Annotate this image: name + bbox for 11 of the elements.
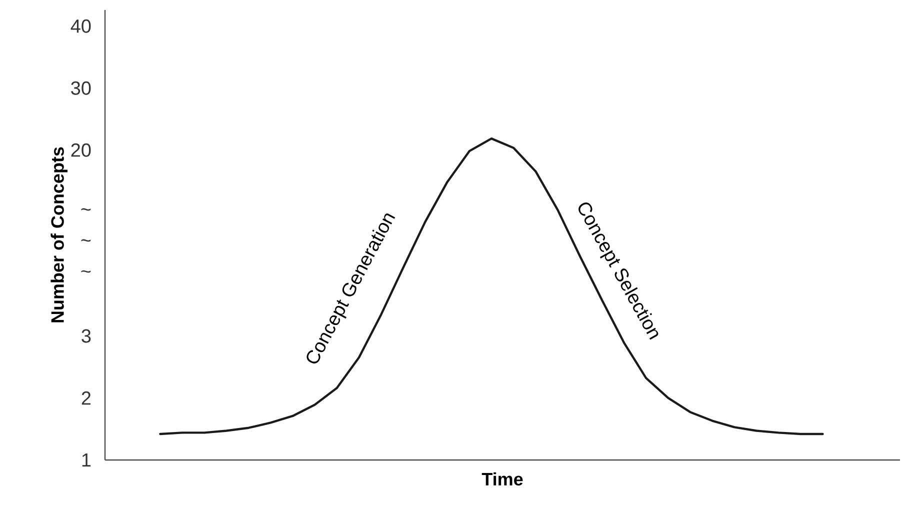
text: 2 bbox=[82, 391, 91, 405]
text: ~ bbox=[81, 208, 91, 211]
text: ~ bbox=[81, 239, 91, 242]
text: ~ bbox=[81, 270, 91, 273]
text: 40 bbox=[70, 19, 91, 33]
text: 1 bbox=[82, 453, 91, 467]
text: 3 bbox=[82, 329, 91, 343]
x-axis-title: Time bbox=[482, 472, 523, 486]
text: 30 bbox=[71, 81, 91, 95]
text: 20 bbox=[71, 143, 91, 157]
y-axis-title: Number of Concepts bbox=[50, 147, 68, 322]
